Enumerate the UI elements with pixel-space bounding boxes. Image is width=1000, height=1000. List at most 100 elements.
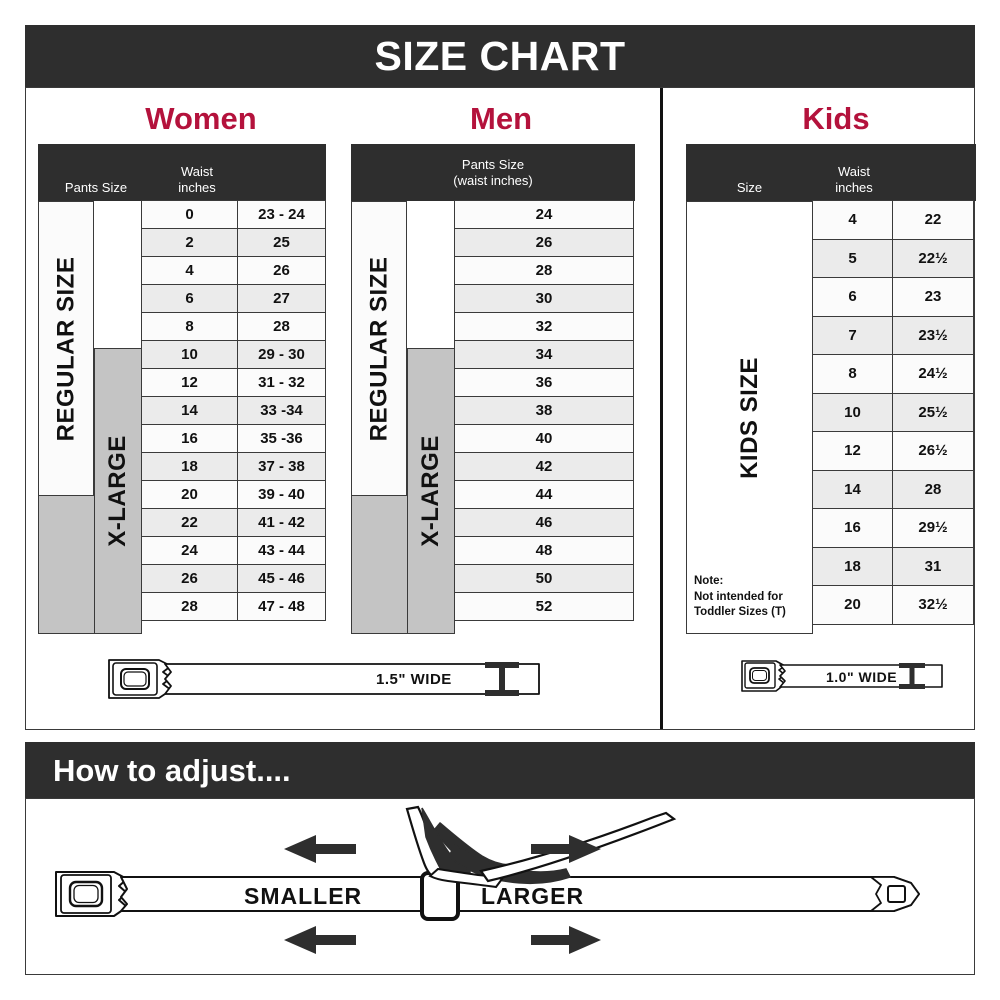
kids-row: 6 23 — [812, 277, 974, 317]
men-group-label-xlarge: X-LARGE — [407, 348, 455, 634]
women-cell-size: 6 — [141, 284, 238, 313]
women-cell-size: 20 — [141, 480, 238, 509]
belt-strap-kids — [779, 664, 943, 688]
men-row: 26 — [454, 228, 634, 257]
women-row: 16 35 -36 — [141, 424, 326, 453]
men-row: 24 — [454, 200, 634, 229]
women-row: 12 31 - 32 — [141, 368, 326, 397]
belt-width-measure-icon — [485, 662, 519, 696]
men-col-header-pants-size: Pants Size (waist inches) — [351, 157, 635, 188]
arrow-left-upper — [284, 835, 356, 863]
men-cell-size: 26 — [454, 228, 634, 257]
belt-width-diagram-kids: 1.0" WIDE — [736, 653, 946, 711]
title-bar: SIZE CHART — [25, 25, 975, 87]
men-cell-size: 48 — [454, 536, 634, 565]
men-row: 40 — [454, 424, 634, 453]
kids-cell-waist: 25½ — [892, 392, 974, 432]
belt-adjust-illustration — [55, 805, 920, 954]
women-row: 26 45 - 46 — [141, 564, 326, 593]
women-cell-waist: 43 - 44 — [237, 536, 326, 565]
kids-row: 14 28 — [812, 469, 974, 509]
kids-note-line1: Note: — [694, 575, 724, 587]
women-col-header-waist-line1: Waist — [180, 164, 214, 180]
men-cell-size: 52 — [454, 592, 634, 621]
kids-cell-waist: 23 — [892, 277, 974, 317]
kids-cell-waist: 22 — [892, 200, 974, 240]
men-row: 32 — [454, 312, 634, 341]
kids-cell-size: 14 — [812, 469, 893, 509]
men-cell-size: 32 — [454, 312, 634, 341]
kids-cell-size: 12 — [812, 431, 893, 471]
kids-cell-size: 8 — [812, 354, 893, 394]
arrow-right-upper — [531, 835, 601, 863]
women-cell-waist: 35 -36 — [237, 424, 326, 453]
women-row: 2 25 — [141, 228, 326, 257]
kids-cell-waist: 32½ — [892, 585, 974, 625]
men-cell-size: 42 — [454, 452, 634, 481]
kids-col-header-waist: Waist inches — [813, 164, 895, 201]
men-cell-size: 50 — [454, 564, 634, 593]
men-group-label-regular: REGULAR SIZE — [351, 201, 407, 496]
women-cell-waist: 29 - 30 — [237, 340, 326, 369]
men-cell-size: 36 — [454, 368, 634, 397]
women-cell-waist: 47 - 48 — [237, 592, 326, 621]
kids-col-header-waist-line2: inches — [835, 179, 873, 195]
arrow-left-lower — [284, 926, 356, 954]
kids-col-header-waist-line1: Waist — [837, 164, 871, 180]
men-row: 52 — [454, 592, 634, 621]
kids-cell-waist: 31 — [892, 546, 974, 586]
kids-cell-waist: 23½ — [892, 315, 974, 355]
women-cell-size: 12 — [141, 368, 238, 397]
women-row: 0 23 - 24 — [141, 200, 326, 229]
women-cell-size: 0 — [141, 200, 238, 229]
men-row: 28 — [454, 256, 634, 285]
men-cell-size: 30 — [454, 284, 634, 313]
how-to-adjust-bar: How to adjust.... — [25, 742, 975, 798]
kids-group-label: KIDS SIZE — [686, 201, 813, 634]
women-row: 10 29 - 30 — [141, 340, 326, 369]
women-cell-waist: 45 - 46 — [237, 564, 326, 593]
kids-table-rows: 4 22 5 22½ 6 23 7 23½ 8 24½ 10 25½ 12 26½ 14 28 16 29½ 18 3… — [812, 200, 974, 625]
kids-note: Note: Not intended for Toddler Sizes (T) — [694, 574, 814, 621]
women-col-header-waist: Waist inches — [154, 164, 240, 201]
women-cell-waist: 31 - 32 — [237, 368, 326, 397]
men-cell-size: 44 — [454, 480, 634, 509]
women-cell-waist: 25 — [237, 228, 326, 257]
kids-row: 5 22½ — [812, 238, 974, 278]
women-cell-size: 18 — [141, 452, 238, 481]
kids-row: 10 25½ — [812, 392, 974, 432]
kids-cell-size: 18 — [812, 546, 893, 586]
kids-table-header: Size Waist inches — [686, 144, 976, 201]
kids-row: 20 32½ — [812, 585, 974, 625]
women-group-label-xlarge: X-LARGE — [94, 348, 142, 634]
kids-row: 16 29½ — [812, 508, 974, 548]
men-row: 46 — [454, 508, 634, 537]
kids-cell-size: 7 — [812, 315, 893, 355]
belt-width-measure-icon-kids — [899, 663, 925, 689]
men-table-header: Pants Size (waist inches) — [351, 144, 635, 201]
women-table-header: Pants Size Waist inches — [38, 144, 326, 201]
men-cell-size: 46 — [454, 508, 634, 537]
women-cell-size: 22 — [141, 508, 238, 537]
women-cell-waist: 23 - 24 — [237, 200, 326, 229]
page-title: SIZE CHART — [374, 32, 626, 79]
women-cell-size: 28 — [141, 592, 238, 621]
women-cell-size: 10 — [141, 340, 238, 369]
belt-width-label-kids: 1.0" WIDE — [826, 669, 898, 685]
women-cell-waist: 39 - 40 — [237, 480, 326, 509]
section-heading-men: Men — [470, 101, 532, 136]
kids-cell-size: 10 — [812, 392, 893, 432]
men-cell-size: 38 — [454, 396, 634, 425]
section-heading-women: Women — [145, 101, 257, 136]
men-cell-size: 40 — [454, 424, 634, 453]
kids-cell-size: 20 — [812, 585, 893, 625]
kids-note-line3: Toddler Sizes (T) — [694, 606, 786, 619]
kids-cell-waist: 22½ — [892, 238, 974, 278]
kids-note-line2: Not intended for — [694, 590, 783, 603]
women-cell-size: 4 — [141, 256, 238, 285]
kids-col-header-size: Size — [736, 179, 763, 195]
women-cell-waist: 33 -34 — [237, 396, 326, 425]
women-cell-size: 26 — [141, 564, 238, 593]
kids-cell-size: 5 — [812, 238, 893, 278]
how-to-adjust-panel: SMALLER LARGER — [25, 798, 975, 975]
